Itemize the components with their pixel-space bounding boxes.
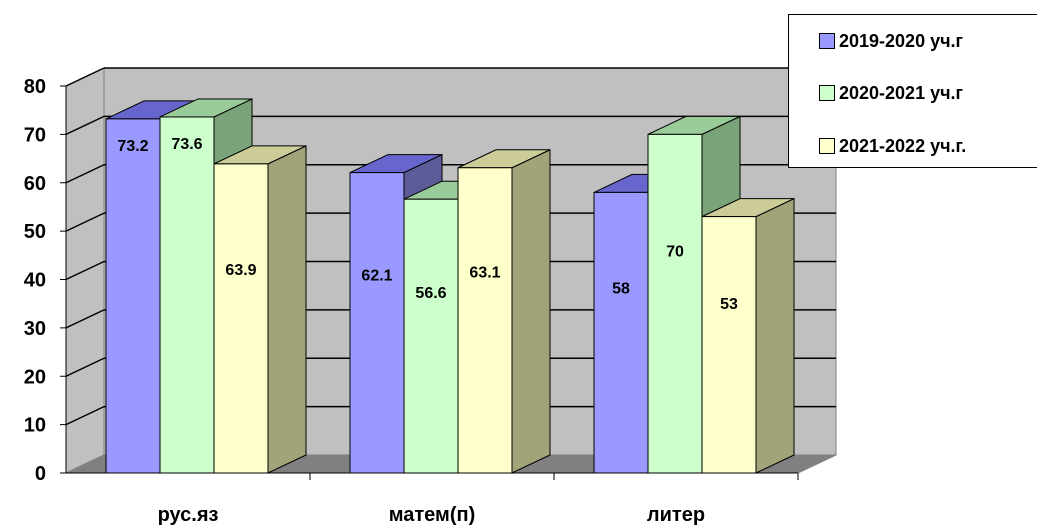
gridline-side: [65, 115, 105, 136]
data-label: 53: [720, 296, 738, 313]
gridline-side: [65, 357, 105, 377]
y-tick-label: 50: [24, 221, 46, 243]
x-tick-label: рус.яз: [158, 504, 219, 525]
data-label: 56.6: [415, 285, 446, 302]
data-label: 63.9: [225, 262, 256, 279]
legend-item-series-3: 2021-2022 уч.г.: [819, 135, 966, 157]
gridline-side: [65, 164, 105, 184]
bar: [349, 172, 405, 474]
legend-label: 2021-2022 уч.г.: [839, 135, 967, 156]
legend-swatch: [819, 138, 835, 154]
data-labels: 73.2 73.6 63.9 62.1 56.6 63.1 58 70 53: [117, 136, 738, 313]
y-tick-label: 80: [24, 76, 46, 98]
data-label: 63.1: [469, 265, 500, 282]
gridline-side: [65, 260, 105, 281]
bar-side: [755, 197, 795, 474]
data-label: 62.1: [361, 268, 392, 285]
y-tick-label: 0: [35, 463, 46, 485]
data-label: 73.2: [117, 138, 148, 155]
data-label: 70: [666, 243, 684, 260]
legend-item-series-2: 2020-2021 уч.г: [819, 82, 963, 104]
legend-swatch: [819, 33, 835, 49]
bar: [105, 118, 161, 474]
bars: [105, 98, 795, 474]
bar: [159, 116, 215, 474]
bar: [457, 167, 513, 474]
data-label: 58: [612, 280, 630, 297]
axes: 0 10 20 30 40 50 60 70 80 рус.яз матем(п) литер: [24, 76, 799, 525]
y-tick-label: 70: [24, 124, 46, 146]
x-tick-label: матем(п): [389, 504, 476, 525]
bar: [403, 198, 459, 474]
legend-swatch: [819, 85, 835, 101]
y-tick-label: 30: [24, 318, 46, 340]
y-tick-label: 60: [24, 173, 46, 195]
y-tick-label: 20: [24, 366, 46, 388]
gridline-side: [65, 405, 105, 426]
legend-item-series-1: 2019-2020 уч.г: [819, 30, 963, 52]
bar: [213, 163, 269, 474]
y-tick-label: 40: [24, 270, 46, 292]
gridline-side: [65, 67, 105, 87]
bar-side: [511, 148, 551, 474]
gridline-side: [65, 212, 105, 232]
bar: [593, 191, 649, 474]
legend-label: 2019-2020 уч.г: [839, 30, 964, 51]
gridline-side: [65, 309, 105, 329]
bar-side: [267, 145, 307, 474]
x-tick-label: литер: [647, 504, 705, 525]
data-label: 73.6: [171, 136, 202, 153]
y-tick-label: 10: [24, 415, 46, 437]
legend: 2019-2020 уч.г 2020-2021 уч.г 2021-2022 …: [788, 14, 1037, 168]
legend-label: 2020-2021 уч.г: [839, 82, 964, 103]
bar: [701, 216, 757, 474]
bar: [647, 133, 703, 474]
